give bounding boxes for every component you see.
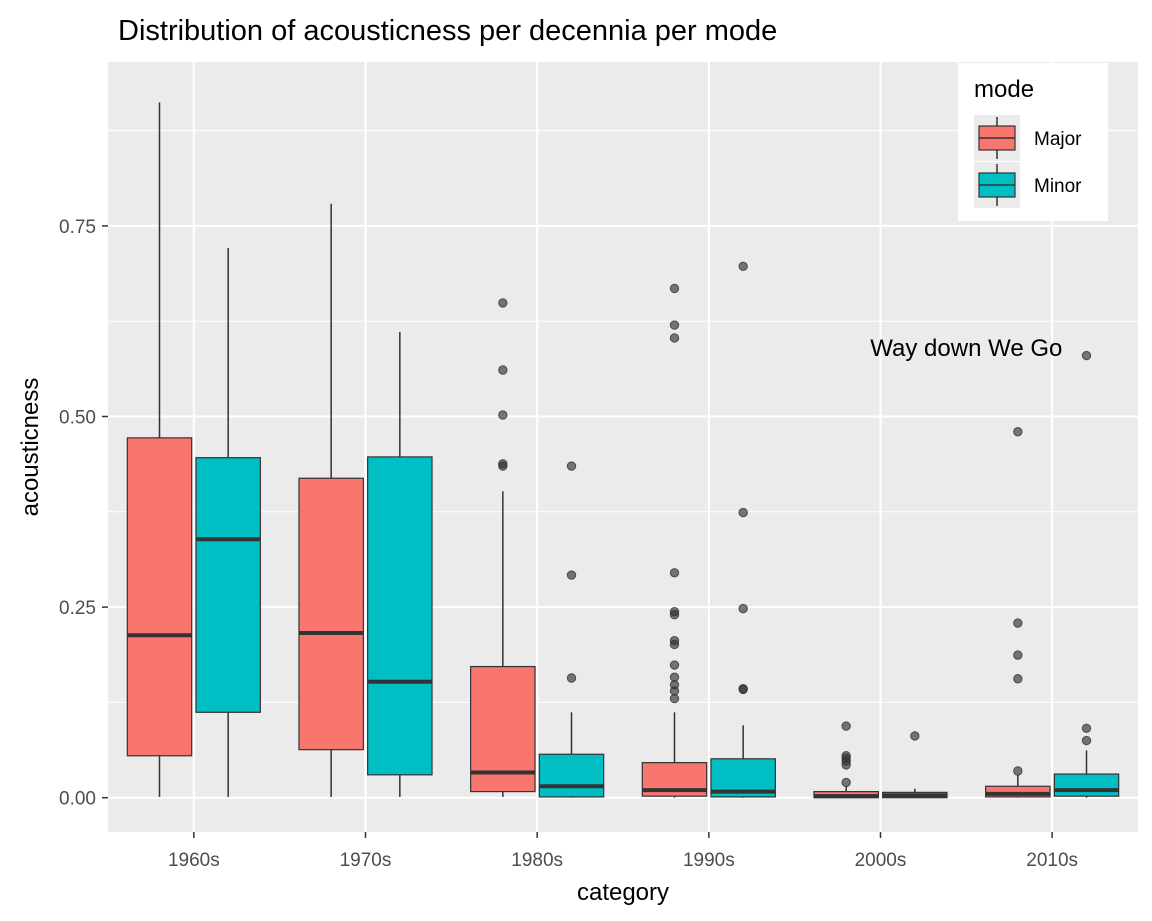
box-major-1990s [641, 283, 708, 798]
outlier-point [669, 606, 680, 617]
y-axis-title: acousticness [17, 378, 44, 517]
box-minor-1990s [710, 261, 776, 798]
x-tick-label: 1970s [340, 850, 392, 871]
outlier-point [1081, 723, 1092, 734]
outlier-point [669, 660, 680, 670]
x-axis-title: category [577, 879, 669, 906]
outlier-point [841, 777, 851, 788]
y-tick-label: 0.75 [59, 217, 96, 238]
x-axis: 1960s 1970s 1980s 1990s 2000s 2010s [168, 832, 1078, 871]
box-body [538, 753, 605, 798]
box-body [126, 437, 193, 757]
box-body [298, 477, 364, 751]
box-body [1053, 773, 1120, 797]
legend-label: Minor [1034, 176, 1082, 197]
box-minor-1980s [538, 461, 605, 798]
box-body [985, 785, 1051, 798]
legend-item-major: Major [974, 115, 1082, 161]
outlier-point [738, 603, 748, 614]
legend-title: mode [974, 76, 1034, 103]
outlier-point [910, 731, 920, 741]
y-tick-label: 0.50 [59, 408, 96, 429]
legend: mode Major Minor [958, 63, 1108, 221]
grid [108, 62, 1138, 832]
outlier-point [841, 721, 851, 731]
outlier-point [1013, 650, 1023, 660]
box-minor-1960s [195, 248, 261, 797]
box-major-1960s [126, 102, 193, 797]
box-major-2010s [985, 427, 1051, 798]
y-tick-label: 0.25 [59, 598, 96, 619]
outlier-point [669, 672, 680, 682]
x-tick-label: 2000s [855, 850, 907, 871]
outlier-point [669, 635, 680, 646]
boxes [126, 102, 1120, 799]
outlier-point [669, 320, 680, 330]
outlier-point [669, 568, 680, 578]
outlier-point [566, 461, 577, 471]
outlier-point [738, 261, 748, 272]
box-body [367, 456, 433, 776]
outlier-point [498, 298, 508, 308]
outlier-point [1013, 427, 1023, 437]
box-major-1970s [298, 203, 364, 797]
x-tick-label: 1980s [511, 850, 563, 871]
outlier-point [669, 283, 680, 294]
outlier-point [566, 570, 577, 580]
outlier-point [1013, 766, 1023, 776]
annotation-text: Way down We Go [870, 335, 1062, 362]
x-tick-label: 1960s [168, 850, 220, 871]
outlier-point [1081, 735, 1092, 746]
box-major-2000s [813, 721, 879, 799]
outlier-point [498, 459, 508, 469]
chart-title: Distribution of acousticness per decenni… [118, 15, 777, 47]
outlier-point [498, 365, 508, 375]
box-major-1980s [470, 298, 536, 797]
outlier-point [1013, 674, 1023, 684]
x-tick-label: 2010s [1026, 850, 1078, 871]
x-tick-label: 1990s [683, 850, 735, 871]
legend-item-minor: Minor [974, 162, 1082, 208]
y-axis: 0.00 0.25 0.50 0.75 [59, 217, 108, 810]
outlier-point [1081, 350, 1092, 361]
box-minor-2000s [882, 731, 948, 799]
outlier-point [1013, 618, 1023, 628]
box-minor-1970s [367, 331, 433, 797]
box-body [195, 457, 261, 713]
outlier-point [738, 683, 748, 694]
outlier-point [498, 410, 508, 420]
y-tick-label: 0.00 [59, 789, 96, 810]
outlier-point [738, 507, 748, 518]
outlier-point [841, 751, 851, 761]
legend-label: Major [1034, 129, 1082, 150]
box-minor-2010s [1053, 350, 1120, 798]
outlier-point [669, 333, 680, 343]
outlier-point [566, 673, 577, 683]
